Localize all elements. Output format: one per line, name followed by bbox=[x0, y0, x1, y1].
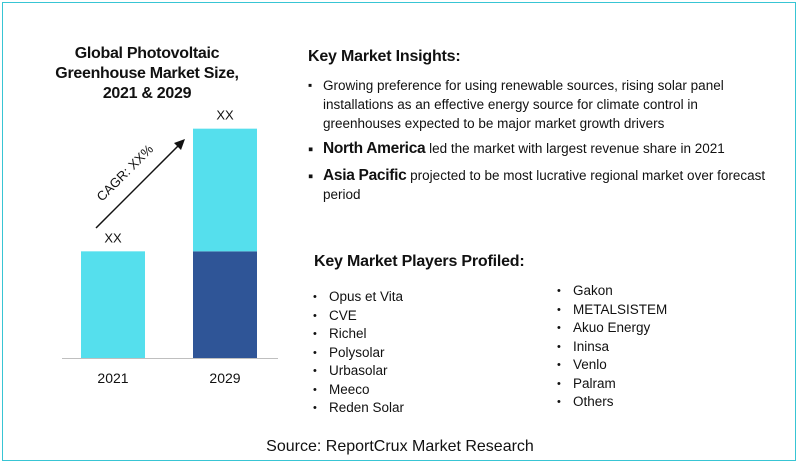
bar-chart: XX XX 2021 2029 CAGR: XX% bbox=[62, 108, 278, 386]
player-item: Urbasolar bbox=[313, 362, 404, 381]
insight-item: Asia Pacific projected to be most lucrat… bbox=[308, 166, 778, 204]
insight-text: Growing preference for using renewable s… bbox=[323, 78, 724, 131]
player-item: Polysolar bbox=[313, 344, 404, 363]
player-item: METALSISTEM bbox=[557, 301, 667, 320]
bar-2021 bbox=[81, 251, 145, 358]
bar-2029-upper-segment bbox=[193, 128, 257, 252]
player-item: Reden Solar bbox=[313, 399, 404, 418]
insight-item: Growing preference for using renewable s… bbox=[308, 76, 778, 133]
bar-value-label: XX bbox=[104, 230, 122, 245]
player-item: Opus et Vita bbox=[313, 288, 404, 307]
cagr-arrow-shaft bbox=[95, 143, 181, 229]
players-list-right: Gakon METALSISTEM Akuo Energy Ininsa Ven… bbox=[557, 282, 667, 412]
insights-list: Growing preference for using renewable s… bbox=[308, 76, 778, 204]
player-item: Richel bbox=[313, 325, 404, 344]
content-frame bbox=[2, 2, 796, 461]
player-item: CVE bbox=[313, 307, 404, 326]
x-tick-label: 2029 bbox=[209, 370, 240, 386]
players-heading: Key Market Players Profiled: bbox=[314, 253, 525, 270]
x-tick-label: 2021 bbox=[97, 370, 128, 386]
player-item: Ininsa bbox=[557, 338, 667, 357]
player-item: Meeco bbox=[313, 381, 404, 400]
player-item: Others bbox=[557, 393, 667, 412]
player-item: Palram bbox=[557, 375, 667, 394]
insight-item: North America led the market with larges… bbox=[308, 139, 778, 159]
bar-value-label: XX bbox=[216, 108, 234, 123]
insights-heading: Key Market Insights: bbox=[308, 48, 461, 65]
bar-2029-lower-segment bbox=[193, 251, 257, 358]
insight-highlight: North America bbox=[323, 140, 426, 157]
player-item: Gakon bbox=[557, 282, 667, 301]
insight-highlight: Asia Pacific bbox=[323, 167, 407, 184]
players-list-left: Opus et Vita CVE Richel Polysolar Urbaso… bbox=[313, 288, 404, 418]
source-caption: Source: ReportCrux Market Research bbox=[266, 438, 534, 455]
cagr-arrow-head bbox=[174, 139, 185, 150]
player-item: Akuo Energy bbox=[557, 319, 667, 338]
player-item: Venlo bbox=[557, 356, 667, 375]
insight-text: projected to be most lucrative regional … bbox=[323, 168, 766, 202]
chart-title: Global Photovoltaic Greenhouse Market Si… bbox=[55, 45, 239, 102]
insight-text: led the market with largest revenue shar… bbox=[425, 141, 725, 156]
cagr-annotation: CAGR: XX% bbox=[93, 141, 156, 204]
